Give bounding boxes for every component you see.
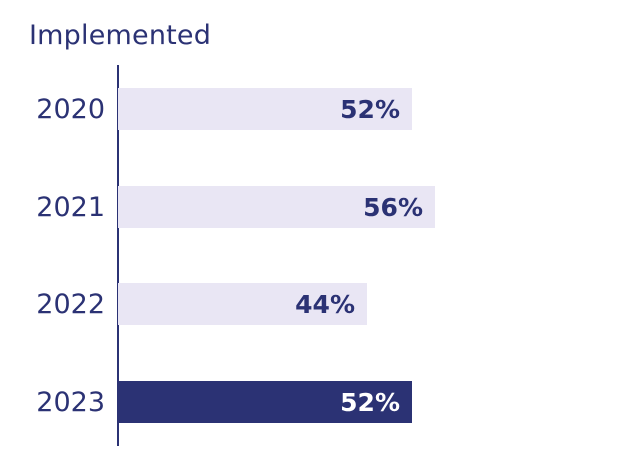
y-axis-line xyxy=(117,65,119,446)
value-label: 56% xyxy=(363,193,423,222)
bar-row-2020: 2020 52% xyxy=(0,88,629,130)
bar: 56% xyxy=(118,186,435,228)
category-label: 2022 xyxy=(36,289,105,320)
bar: 52% xyxy=(118,88,412,130)
bar-row-2021: 2021 56% xyxy=(0,186,629,228)
chart-title: Implemented xyxy=(29,20,212,51)
value-label: 44% xyxy=(295,290,355,319)
value-label: 52% xyxy=(340,95,400,124)
bar: 44% xyxy=(118,283,367,325)
bar: 52% xyxy=(118,381,412,423)
bar-row-2023: 2023 52% xyxy=(0,381,629,423)
value-label: 52% xyxy=(340,388,400,417)
category-label: 2023 xyxy=(36,387,105,418)
bar-row-2022: 2022 44% xyxy=(0,283,629,325)
category-label: 2020 xyxy=(36,94,105,125)
category-label: 2021 xyxy=(36,192,105,223)
